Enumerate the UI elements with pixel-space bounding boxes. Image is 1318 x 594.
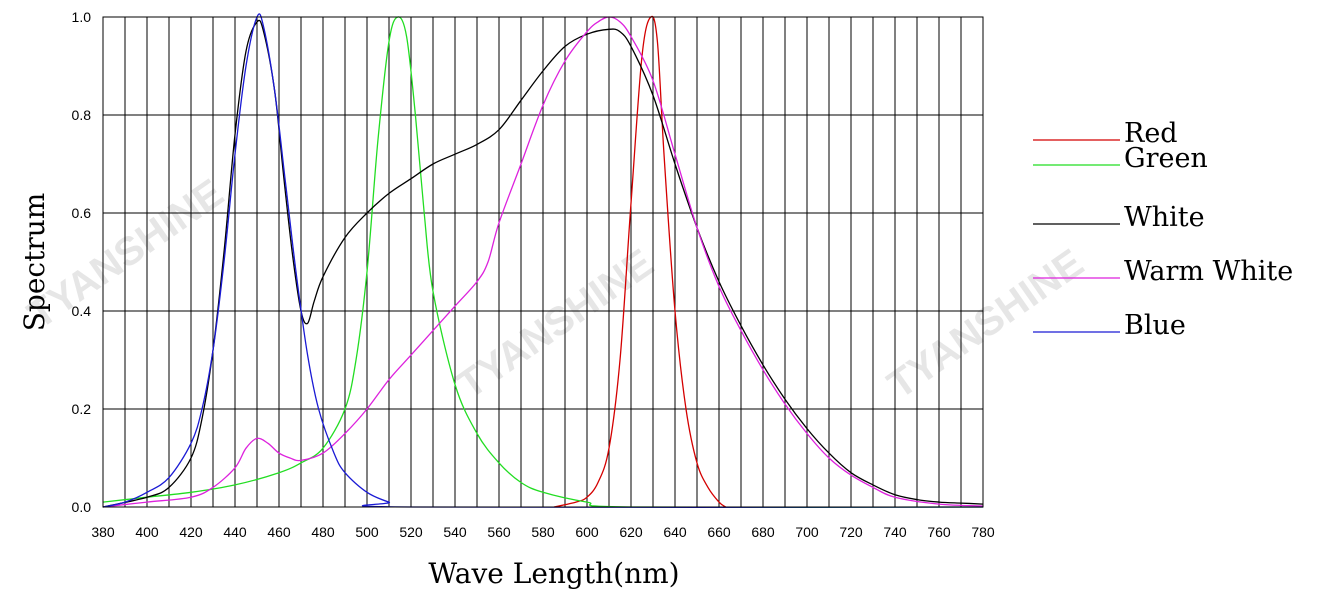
x-tick-label: 520 <box>399 524 423 540</box>
plot-frame <box>102 16 984 508</box>
x-tick-label: 640 <box>663 524 687 540</box>
x-tick-label: 760 <box>927 524 951 540</box>
x-tick-label: 620 <box>619 524 643 540</box>
x-tick-label: 440 <box>223 524 247 540</box>
y-tick-label: 0.2 <box>72 401 92 417</box>
x-tick-label: 780 <box>971 524 995 540</box>
watermark-text: TYANSHINE <box>880 241 1092 408</box>
legend-label-red: Red <box>1124 118 1178 149</box>
x-tick-label: 560 <box>487 524 511 540</box>
x-axis-label: Wave Length(nm) <box>428 557 679 590</box>
y-tick-label: 0.4 <box>72 303 92 319</box>
y-axis-label: Spectrum <box>18 193 51 332</box>
x-tick-label: 580 <box>531 524 555 540</box>
x-tick-label: 420 <box>179 524 203 540</box>
grid-lines <box>103 17 983 507</box>
x-tick-label: 720 <box>839 524 863 540</box>
watermark-text: TYANSHINE <box>20 171 232 338</box>
x-tick-label: 380 <box>91 524 115 540</box>
x-tick-label: 660 <box>707 524 731 540</box>
x-tick-label: 480 <box>311 524 335 540</box>
y-tick-label: 0.0 <box>72 499 92 515</box>
series-line-green <box>102 16 984 509</box>
x-tick-label: 540 <box>443 524 467 540</box>
x-tick-label: 740 <box>883 524 907 540</box>
watermark-text: TYANSHINE <box>450 241 662 408</box>
x-tick-label: 600 <box>575 524 599 540</box>
series-line-white <box>102 19 984 508</box>
series-line-warm-white <box>102 16 984 508</box>
y-tick-labels: 0.0 0.2 0.4 0.6 0.8 1.0 <box>72 9 92 515</box>
x-tick-labels: 380 400 420 440 460 480 500 520 540 560 580 600 620 6… <box>91 524 995 540</box>
x-tick-label: 500 <box>355 524 379 540</box>
y-tick-label: 0.6 <box>72 205 92 221</box>
series-layer <box>102 13 984 509</box>
legend-label-warm-white: Warm White <box>1124 256 1293 287</box>
series-line-blue <box>102 13 984 509</box>
x-tick-label: 460 <box>267 524 291 540</box>
legend-label-white: White <box>1124 202 1205 233</box>
y-tick-label: 1.0 <box>72 9 92 25</box>
watermark-layer: TYANSHINE TYANSHINE TYANSHINE <box>20 171 1092 408</box>
legend-label-green: Green <box>1124 143 1208 174</box>
x-tick-label: 680 <box>751 524 775 540</box>
y-tick-label: 0.8 <box>72 107 92 123</box>
x-tick-label: 700 <box>795 524 819 540</box>
x-tick-label: 400 <box>135 524 159 540</box>
legend-label-blue: Blue <box>1124 310 1186 341</box>
